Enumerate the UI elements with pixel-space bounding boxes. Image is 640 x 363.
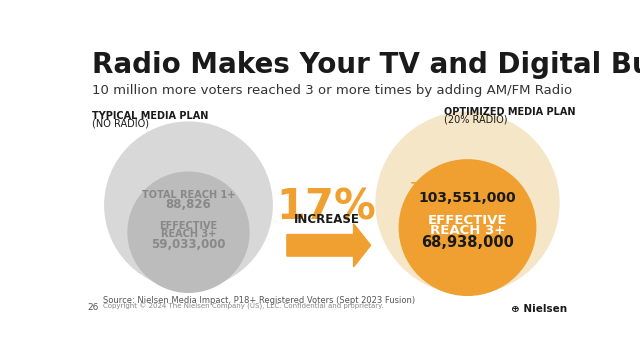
Text: 10 million more voters reached 3 or more times by adding AM/FM Radio: 10 million more voters reached 3 or more… [92,83,572,97]
Circle shape [399,160,536,295]
Polygon shape [287,224,371,267]
Text: INCREASE: INCREASE [294,213,360,226]
Text: 26: 26 [88,303,99,312]
Text: 59,033,000: 59,033,000 [151,238,226,250]
Text: 103,551,000: 103,551,000 [419,191,516,205]
Text: TOTAL REACH 1+: TOTAL REACH 1+ [142,190,235,200]
Text: Radio Makes Your TV and Digital Buys Better: Radio Makes Your TV and Digital Buys Bet… [92,51,640,79]
Text: EFFECTIVE: EFFECTIVE [159,221,218,232]
Circle shape [105,122,272,289]
Circle shape [376,112,559,294]
Text: (NO RADIO): (NO RADIO) [92,118,148,128]
Text: Copyright © 2024 The Nielsen Company (US), LLC. Confidential and proprietary.: Copyright © 2024 The Nielsen Company (US… [103,303,384,310]
Text: (20% RADIO): (20% RADIO) [444,114,508,125]
Text: 68,938,000: 68,938,000 [421,235,514,250]
Circle shape [128,172,249,292]
Text: 88,826: 88,826 [166,197,211,211]
Text: REACH 3+: REACH 3+ [430,224,505,237]
Text: 17%: 17% [276,186,376,228]
Text: Source: Nielsen Media Impact, P18+ Registered Voters (Sept 2023 Fusion): Source: Nielsen Media Impact, P18+ Regis… [103,296,415,305]
Text: TYPICAL MEDIA PLAN: TYPICAL MEDIA PLAN [92,111,208,121]
Text: TOTAL REACH 1+: TOTAL REACH 1+ [411,182,524,195]
Text: EFFECTIVE: EFFECTIVE [428,214,508,227]
Text: REACH 3+: REACH 3+ [161,229,216,239]
Text: OPTIMIZED MEDIA PLAN: OPTIMIZED MEDIA PLAN [444,107,576,118]
Text: ⊕ Nielsen: ⊕ Nielsen [511,304,566,314]
